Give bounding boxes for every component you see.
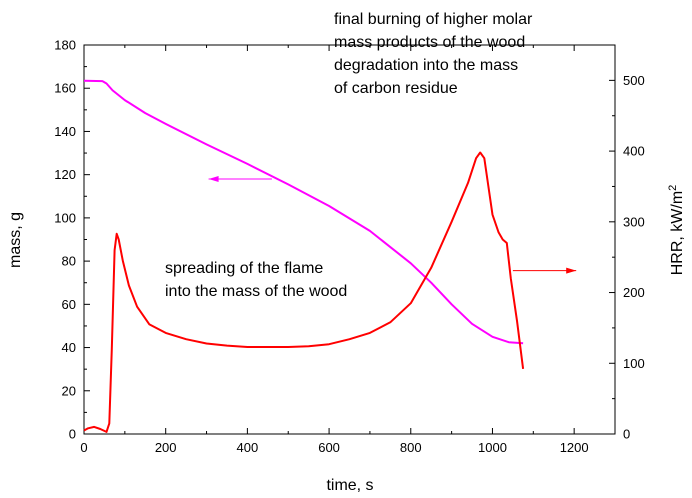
y-right-tick-label: 300 [623,214,645,229]
mass-axis-arrow-head [208,175,219,182]
y-axis-right-title-main: HRR, kW/m [669,191,686,275]
x-tick-label: 200 [155,440,177,455]
annotation-final-burning-line-1: final burning of higher molar [334,11,533,28]
y-right-tick-label: 100 [623,356,645,371]
annotation-final-burning-line-2: mass products of the wood [334,34,525,51]
annotation-final-burning-line-3: degradation into the mass [334,57,518,74]
x-tick-label: 600 [318,440,340,455]
x-tick-label: 1200 [560,440,589,455]
y-left-tick-label: 160 [54,81,76,96]
y-left-tick-label: 140 [54,124,76,139]
axes: 0 200 400 600 800 1000 12000204060801001201401… [54,38,644,456]
y-left-tick-label: 80 [62,254,76,269]
y-right-tick-label: 200 [623,285,645,300]
y-left-tick-label: 40 [62,340,76,355]
y-left-tick-label: 120 [54,167,76,182]
y-right-tick-label: 0 [623,427,630,442]
y-left-tick-label: 0 [69,427,76,442]
y-left-tick-label: 180 [54,38,76,53]
annotation-flame-spreading-line-1: spreading of the flame [165,260,323,277]
y-axis-right-title-superscript: 2 [667,185,679,191]
mass-series-line [83,79,524,345]
annotation-final-burning-line-4: of carbon residue [334,80,458,97]
y-axis-left-title: mass, g [7,212,24,268]
annotation-flame-spreading: spreading of the flame into the mass of … [165,260,347,300]
x-tick-label: 800 [400,440,422,455]
y-left-tick-label: 60 [62,297,76,312]
series-layer [83,79,525,433]
annotation-final-burning: final burning of higher molar mass produ… [334,11,537,97]
y-axis-right-title: HRR, kW/m2 [667,185,686,276]
y-right-tick-label: 400 [623,144,645,159]
plot-frame [83,44,616,435]
y-left-tick-label: 20 [62,383,76,398]
x-tick-label: 400 [237,440,259,455]
hrr-axis-arrow-head [566,267,577,274]
y-left-tick-label: 100 [54,210,76,225]
x-tick-label: 1000 [478,440,507,455]
y-right-tick-label: 500 [623,73,645,88]
hrr-series-line [83,151,525,433]
x-axis-title: time, s [326,477,373,494]
arrow-layer [208,175,577,274]
x-tick-label: 0 [80,440,87,455]
annotation-flame-spreading-line-2: into the mass of the wood [165,283,347,300]
